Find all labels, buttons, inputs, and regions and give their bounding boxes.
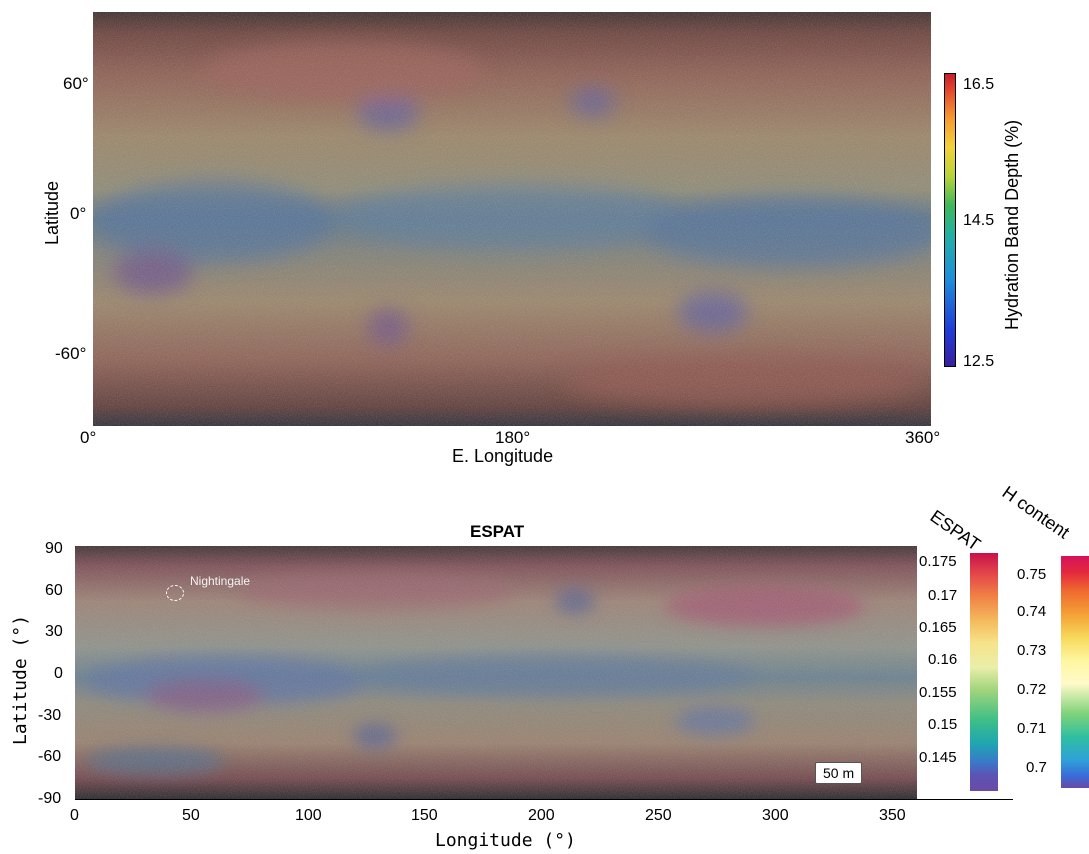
- y-tick-90: 90: [45, 540, 63, 557]
- x-tick-0: 0: [70, 807, 79, 824]
- h-content-colorbar-title: H content: [998, 482, 1074, 543]
- h-tick-0-73: 0.73: [1017, 642, 1047, 659]
- espat-tick-0-165: 0.165: [919, 619, 957, 636]
- espat-colorbar-title: ESPAT: [926, 506, 985, 555]
- x-tick-150: 150: [411, 807, 438, 824]
- h-tick-0-75: 0.75: [1017, 566, 1047, 583]
- y-tick-60: 60: [45, 582, 63, 599]
- espat-tick-0-17: 0.17: [928, 587, 958, 604]
- hydration-colorbar: [944, 73, 956, 367]
- y-tick-minus-60: -60: [38, 748, 62, 765]
- h-tick-0-72: 0.72: [1017, 681, 1047, 698]
- x-axis-title: Longitude (°): [435, 830, 576, 851]
- nightingale-label: Nightingale: [190, 574, 251, 588]
- espat-map-image: [75, 546, 917, 799]
- x-tick-350: 350: [879, 807, 906, 824]
- x-axis-title: E. Longitude: [452, 446, 554, 466]
- x-tick-200: 200: [528, 807, 555, 824]
- h-tick-0-7: 0.7: [1026, 759, 1047, 776]
- x-tick-180: 180°: [495, 428, 531, 447]
- y-tick-30: 30: [45, 623, 63, 640]
- espat-tick-0-175: 0.175: [919, 553, 957, 570]
- colorbar-tick-14-5: 14.5: [963, 212, 995, 229]
- scale-bar: 50 m: [815, 762, 863, 784]
- espat-map-title: ESPAT: [470, 522, 525, 541]
- x-tick-250: 250: [645, 807, 672, 824]
- h-tick-0-71: 0.71: [1017, 720, 1047, 737]
- x-tick-100: 100: [295, 807, 322, 824]
- y-tick-0: 0°: [70, 204, 87, 223]
- x-tick-50: 50: [182, 807, 200, 824]
- y-tick-0: 0: [54, 665, 63, 682]
- espat-colorbar: [970, 553, 998, 791]
- espat-tick-0-16: 0.16: [928, 651, 958, 668]
- espat-tick-0-155: 0.155: [919, 684, 957, 701]
- y-tick-minus-90: -90: [38, 790, 62, 807]
- espat-map: [75, 546, 917, 799]
- x-tick-300: 300: [762, 807, 789, 824]
- x-tick-360: 360°: [905, 428, 941, 447]
- y-tick-60: 60°: [63, 74, 89, 93]
- nightingale-crater-ring: [166, 585, 184, 601]
- colorbar-tick-16-5: 16.5: [963, 76, 995, 93]
- colorbar-title: Hydration Band Depth (%): [1002, 119, 1022, 330]
- colorbar-tick-12-5: 12.5: [963, 353, 995, 370]
- y-tick-minus-30: -30: [38, 707, 62, 724]
- h-tick-0-74: 0.74: [1017, 603, 1047, 620]
- y-tick-minus-60: -60°: [55, 344, 87, 363]
- espat-tick-0-145: 0.145: [919, 749, 957, 766]
- y-axis-title: Latitude (°): [10, 614, 31, 745]
- x-tick-0: 0°: [80, 428, 97, 447]
- hydration-map-image: [93, 12, 931, 426]
- x-axis-line: [75, 799, 1013, 800]
- hydration-band-depth-map: [93, 12, 931, 426]
- espat-tick-0-15: 0.15: [928, 716, 958, 733]
- h-content-colorbar: [1061, 556, 1089, 788]
- y-axis-title: Latitude: [42, 180, 62, 245]
